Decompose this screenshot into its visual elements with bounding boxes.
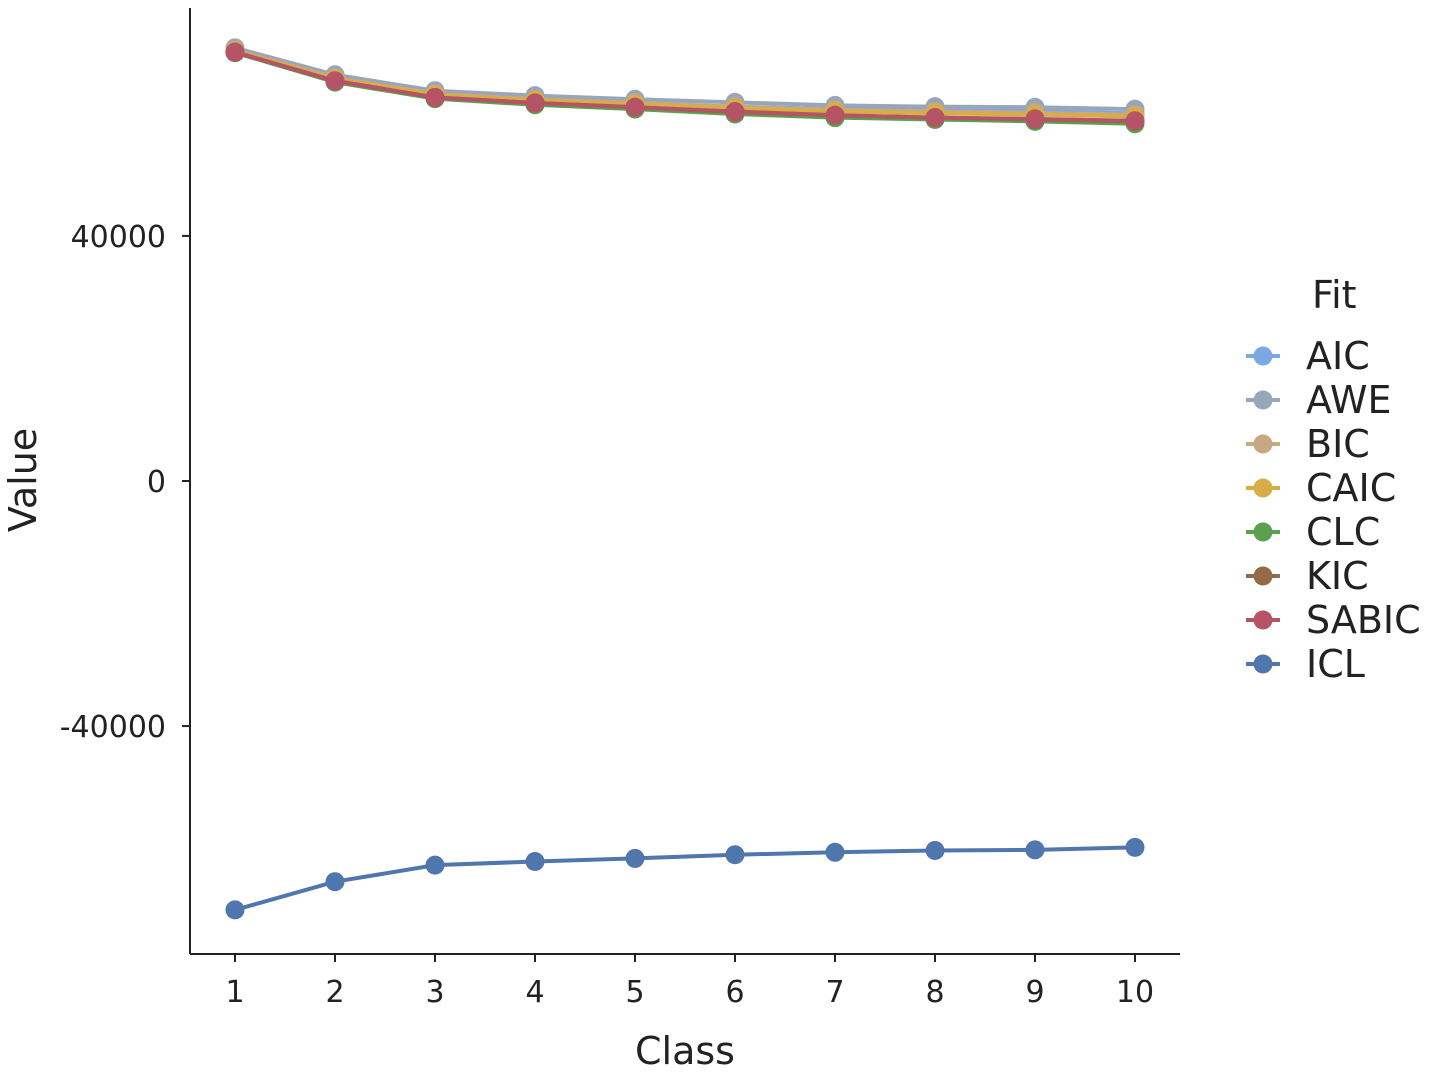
legend-item-caic: CAIC: [1246, 466, 1396, 510]
legend-item-clc: CLC: [1246, 510, 1380, 554]
x-axis-title: Class: [635, 1029, 735, 1072]
legend-item-bic: BIC: [1246, 422, 1370, 466]
data-point-sabic: [325, 71, 345, 91]
x-tick-label: 10: [1116, 975, 1154, 1010]
legend-label: KIC: [1306, 554, 1369, 598]
legend-label: BIC: [1306, 422, 1370, 466]
data-point-sabic: [1125, 111, 1145, 131]
legend-label: CLC: [1306, 510, 1380, 554]
x-ticks: 1 2 3 4 5 6 7 8 9 10: [225, 954, 1154, 1010]
legend-key-point: [1253, 610, 1273, 630]
data-point-sabic: [825, 105, 845, 125]
x-tick-label: 4: [525, 975, 544, 1010]
series-line-caic: [233, 48, 1137, 119]
x-tick-label: 3: [425, 975, 444, 1010]
series-layer: [225, 38, 1145, 920]
data-point-sabic: [225, 42, 245, 62]
x-tick-label: 1: [225, 975, 244, 1010]
series-sabic: [225, 42, 1145, 131]
data-point-icl: [1025, 840, 1045, 860]
legend-item-aic: AIC: [1246, 334, 1370, 378]
data-point-sabic: [525, 93, 545, 113]
x-tick-label: 5: [625, 975, 644, 1010]
legend-key-point: [1253, 390, 1273, 410]
series-line-icl: [233, 845, 1137, 912]
legend-item-kic: KIC: [1246, 554, 1369, 598]
data-point-icl: [325, 872, 345, 892]
y-ticks: 40000 0 -40000: [60, 220, 190, 745]
data-point-icl: [525, 851, 545, 871]
legend-key-point: [1253, 346, 1273, 366]
data-point-sabic: [725, 102, 745, 122]
x-tick-label: 8: [925, 975, 944, 1010]
legend-label: AWE: [1306, 378, 1392, 422]
legend-item-sabic: SABIC: [1246, 598, 1421, 642]
y-tick-label: -40000: [60, 710, 166, 745]
data-point-icl: [225, 900, 245, 920]
series-line-sabic: [233, 50, 1137, 123]
legend-key-point: [1253, 478, 1273, 498]
legend-label: CAIC: [1306, 466, 1396, 510]
series-line-awe: [233, 45, 1137, 112]
y-axis-title: Value: [1, 428, 45, 532]
legend-label: ICL: [1306, 642, 1365, 686]
plot-area: 40000 0 -40000 1 2 3 4 5 6 7 8 9 10: [60, 8, 1180, 1010]
data-point-icl: [725, 845, 745, 865]
legend-key-point: [1253, 566, 1273, 586]
x-tick-label: 7: [825, 975, 844, 1010]
data-point-sabic: [625, 97, 645, 117]
legend-key-point: [1253, 654, 1273, 674]
x-tick-label: 9: [1025, 975, 1044, 1010]
x-tick-label: 2: [325, 975, 344, 1010]
legend-label: AIC: [1306, 334, 1370, 378]
y-tick-label: 40000: [71, 220, 166, 255]
legend-title: Fit: [1312, 273, 1357, 317]
data-point-sabic: [425, 87, 445, 107]
data-point-icl: [625, 848, 645, 868]
y-tick-label: 0: [147, 465, 166, 500]
data-point-sabic: [925, 108, 945, 128]
data-point-icl: [925, 840, 945, 860]
series-icl: [225, 837, 1145, 920]
legend-key-point: [1253, 434, 1273, 454]
data-point-icl: [825, 842, 845, 862]
data-point-icl: [425, 855, 445, 875]
x-tick-label: 6: [725, 975, 744, 1010]
data-point-sabic: [1025, 109, 1045, 129]
legend-item-awe: AWE: [1246, 378, 1392, 422]
legend-label: SABIC: [1306, 598, 1421, 642]
data-point-icl: [1125, 837, 1145, 857]
legend-item-icl: ICL: [1246, 642, 1365, 686]
legend-key-point: [1253, 522, 1273, 542]
